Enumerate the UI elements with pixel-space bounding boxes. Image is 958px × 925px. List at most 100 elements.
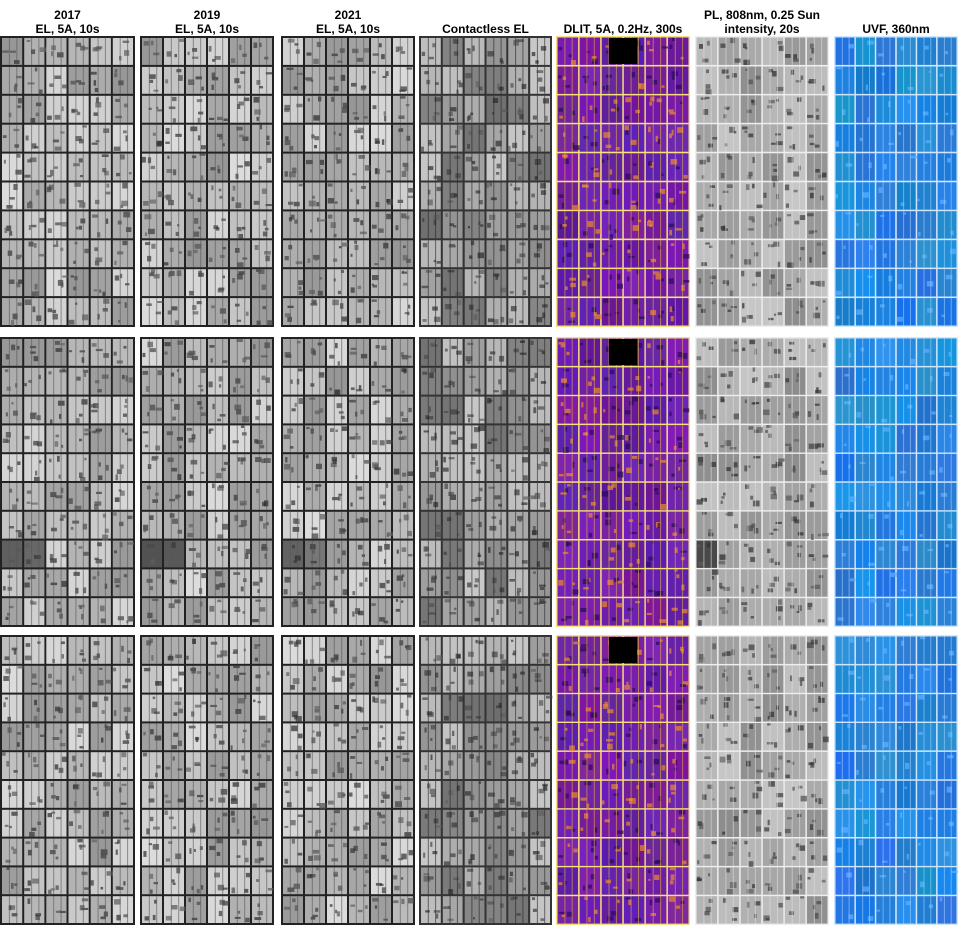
busbar — [471, 723, 472, 750]
busbar — [479, 896, 480, 923]
busbar — [297, 598, 298, 625]
spot — [436, 914, 438, 919]
spot — [10, 197, 15, 200]
busbar — [127, 666, 128, 693]
busbar — [16, 240, 17, 267]
spot — [523, 446, 529, 450]
busbar — [193, 867, 194, 894]
spot — [449, 112, 453, 116]
busbar — [341, 38, 342, 65]
busbar — [149, 867, 150, 894]
spot — [116, 886, 121, 889]
spot — [454, 311, 460, 315]
cell — [46, 896, 66, 923]
spot — [201, 369, 206, 373]
spot — [589, 513, 593, 518]
spot — [123, 41, 129, 43]
spot — [151, 544, 155, 548]
busbar — [9, 96, 10, 123]
spot — [117, 840, 120, 844]
spot — [558, 342, 564, 344]
busbar — [171, 298, 172, 325]
busbar — [457, 752, 458, 779]
busbar — [105, 867, 106, 894]
busbar — [53, 569, 54, 596]
spot — [254, 644, 257, 649]
spot — [541, 882, 548, 885]
busbar — [31, 183, 32, 210]
busbar — [638, 38, 639, 65]
busbar — [16, 666, 17, 693]
busbar — [501, 125, 502, 152]
busbar — [385, 454, 386, 481]
busbar — [178, 541, 179, 568]
busbar — [290, 752, 291, 779]
spot — [542, 542, 549, 548]
busbar — [193, 397, 194, 424]
spot — [314, 136, 319, 140]
busbar — [586, 240, 587, 267]
spot — [293, 678, 300, 684]
busbar — [544, 896, 545, 923]
spot — [306, 456, 309, 459]
busbar — [178, 240, 179, 267]
cell — [208, 183, 228, 210]
busbar — [171, 96, 172, 123]
spot — [122, 183, 127, 189]
busbar — [400, 67, 401, 94]
spot — [17, 732, 21, 735]
busbar — [428, 339, 429, 366]
busbar — [75, 125, 76, 152]
busbar — [297, 569, 298, 596]
spot — [361, 653, 366, 655]
busbar — [378, 867, 379, 894]
busbar — [616, 182, 617, 209]
spot — [349, 793, 352, 797]
busbar — [407, 38, 408, 65]
spot — [115, 275, 119, 280]
spot — [39, 90, 43, 96]
busbar — [407, 154, 408, 181]
busbar — [428, 183, 429, 210]
busbar — [156, 483, 157, 510]
busbar — [653, 512, 654, 539]
spot — [436, 274, 441, 277]
spot — [114, 352, 117, 356]
busbar — [149, 125, 150, 152]
spot — [216, 725, 223, 728]
busbar — [105, 569, 106, 596]
spot — [434, 112, 440, 115]
busbar — [501, 839, 502, 866]
busbar — [319, 96, 320, 123]
spot — [50, 170, 53, 176]
busbar — [638, 512, 639, 539]
busbar — [75, 896, 76, 923]
spot — [501, 680, 504, 685]
spot — [234, 675, 239, 681]
busbar — [428, 867, 429, 894]
spot — [350, 503, 352, 507]
busbar — [290, 211, 291, 238]
cell — [624, 269, 645, 296]
busbar — [457, 810, 458, 837]
busbar — [435, 695, 436, 722]
busbar — [120, 867, 121, 894]
spot — [17, 548, 21, 552]
busbar — [297, 425, 298, 452]
busbar — [75, 867, 76, 894]
spot — [533, 851, 540, 855]
spot — [647, 76, 652, 79]
spot — [661, 85, 664, 87]
cell — [305, 154, 325, 181]
spot — [187, 428, 193, 431]
spot — [364, 795, 368, 799]
cell — [668, 95, 689, 122]
busbar — [171, 569, 172, 596]
busbar — [457, 867, 458, 894]
spot — [80, 763, 82, 767]
busbar — [341, 752, 342, 779]
cell — [508, 339, 528, 366]
spot — [180, 574, 182, 576]
busbar — [515, 298, 516, 325]
busbar — [660, 67, 661, 94]
